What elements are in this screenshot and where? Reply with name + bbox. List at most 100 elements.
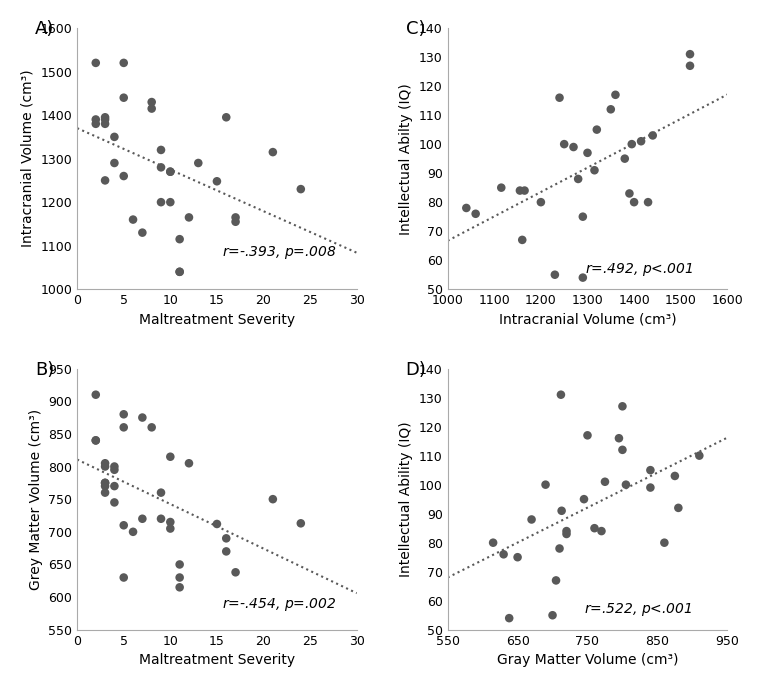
Point: [561, 526, 573, 537]
Point: [99, 487, 112, 498]
Point: [511, 552, 523, 563]
Text: $r$=-.454, $p$=.002: $r$=-.454, $p$=.002: [222, 596, 336, 614]
Point: [183, 212, 195, 223]
Point: [99, 114, 112, 125]
Point: [108, 464, 121, 475]
X-axis label: Gray Matter Volume (cm³): Gray Matter Volume (cm³): [497, 653, 678, 667]
Point: [693, 450, 705, 461]
X-axis label: Maltreatment Severity: Maltreatment Severity: [139, 312, 295, 327]
Point: [127, 214, 139, 225]
Point: [108, 158, 121, 169]
Point: [626, 138, 638, 149]
Point: [173, 559, 186, 570]
Point: [526, 514, 538, 525]
Point: [229, 212, 241, 223]
Point: [99, 175, 112, 186]
Point: [487, 537, 499, 548]
Point: [211, 175, 223, 186]
Point: [118, 572, 130, 583]
Point: [577, 272, 589, 283]
Point: [155, 513, 167, 524]
Point: [99, 477, 112, 488]
Point: [127, 526, 139, 537]
Point: [173, 266, 186, 277]
Point: [118, 519, 130, 530]
Y-axis label: Intellectual Abilty (IQ): Intellectual Abilty (IQ): [400, 83, 413, 235]
Point: [173, 234, 186, 245]
Point: [503, 612, 515, 623]
Point: [164, 166, 176, 178]
Point: [617, 444, 629, 455]
Point: [118, 92, 130, 103]
Point: [108, 481, 121, 492]
Point: [550, 575, 562, 586]
Point: [164, 517, 176, 528]
Point: [460, 202, 472, 213]
Point: [610, 89, 622, 100]
Point: [668, 471, 681, 482]
Point: [628, 197, 640, 208]
Point: [193, 158, 205, 169]
Point: [497, 549, 510, 560]
Point: [549, 269, 561, 280]
Point: [267, 147, 279, 158]
Point: [599, 476, 611, 487]
Point: [581, 147, 594, 158]
Text: D): D): [406, 361, 426, 379]
Point: [155, 197, 167, 208]
Point: [642, 197, 654, 208]
Point: [581, 430, 594, 441]
Point: [136, 227, 148, 238]
Point: [164, 166, 176, 178]
Point: [617, 401, 629, 412]
Point: [684, 49, 696, 60]
Point: [146, 103, 158, 114]
Point: [659, 537, 671, 548]
Text: C): C): [406, 20, 426, 39]
Y-axis label: Intellectual Ability (IQ): Intellectual Ability (IQ): [400, 421, 413, 577]
Y-axis label: Intracranial Volume (cm³): Intracranial Volume (cm³): [21, 69, 35, 248]
Point: [470, 208, 482, 219]
Point: [108, 131, 121, 142]
Point: [644, 464, 656, 475]
Point: [623, 188, 636, 199]
Point: [89, 435, 102, 446]
Point: [173, 582, 186, 593]
X-axis label: Maltreatment Severity: Maltreatment Severity: [139, 653, 295, 667]
Point: [155, 162, 167, 173]
Point: [146, 96, 158, 107]
Point: [108, 461, 121, 472]
Point: [118, 422, 130, 433]
Point: [613, 433, 625, 444]
Text: $r$=.492, $p$<.001: $r$=.492, $p$<.001: [585, 261, 694, 278]
Text: $r$=-.393, $p$=.008: $r$=-.393, $p$=.008: [222, 244, 336, 261]
Point: [99, 458, 112, 469]
Point: [89, 118, 102, 129]
Point: [173, 266, 186, 277]
Point: [516, 235, 529, 246]
Text: $r$=.522, $p$<.001: $r$=.522, $p$<.001: [584, 601, 692, 618]
Point: [604, 104, 617, 115]
Point: [118, 409, 130, 420]
Point: [220, 111, 232, 122]
Point: [591, 124, 603, 135]
Point: [89, 57, 102, 68]
Text: A): A): [35, 20, 54, 39]
Point: [558, 138, 570, 149]
Point: [220, 533, 232, 544]
Point: [553, 92, 565, 103]
Point: [519, 185, 531, 196]
Point: [89, 389, 102, 400]
Point: [118, 57, 130, 68]
Point: [514, 185, 526, 196]
Point: [535, 197, 547, 208]
Point: [108, 497, 121, 508]
Point: [572, 173, 584, 184]
Point: [539, 479, 552, 490]
Point: [577, 211, 589, 222]
Point: [295, 184, 307, 195]
Point: [118, 171, 130, 182]
Point: [164, 197, 176, 208]
Point: [183, 458, 195, 469]
Point: [136, 412, 148, 423]
